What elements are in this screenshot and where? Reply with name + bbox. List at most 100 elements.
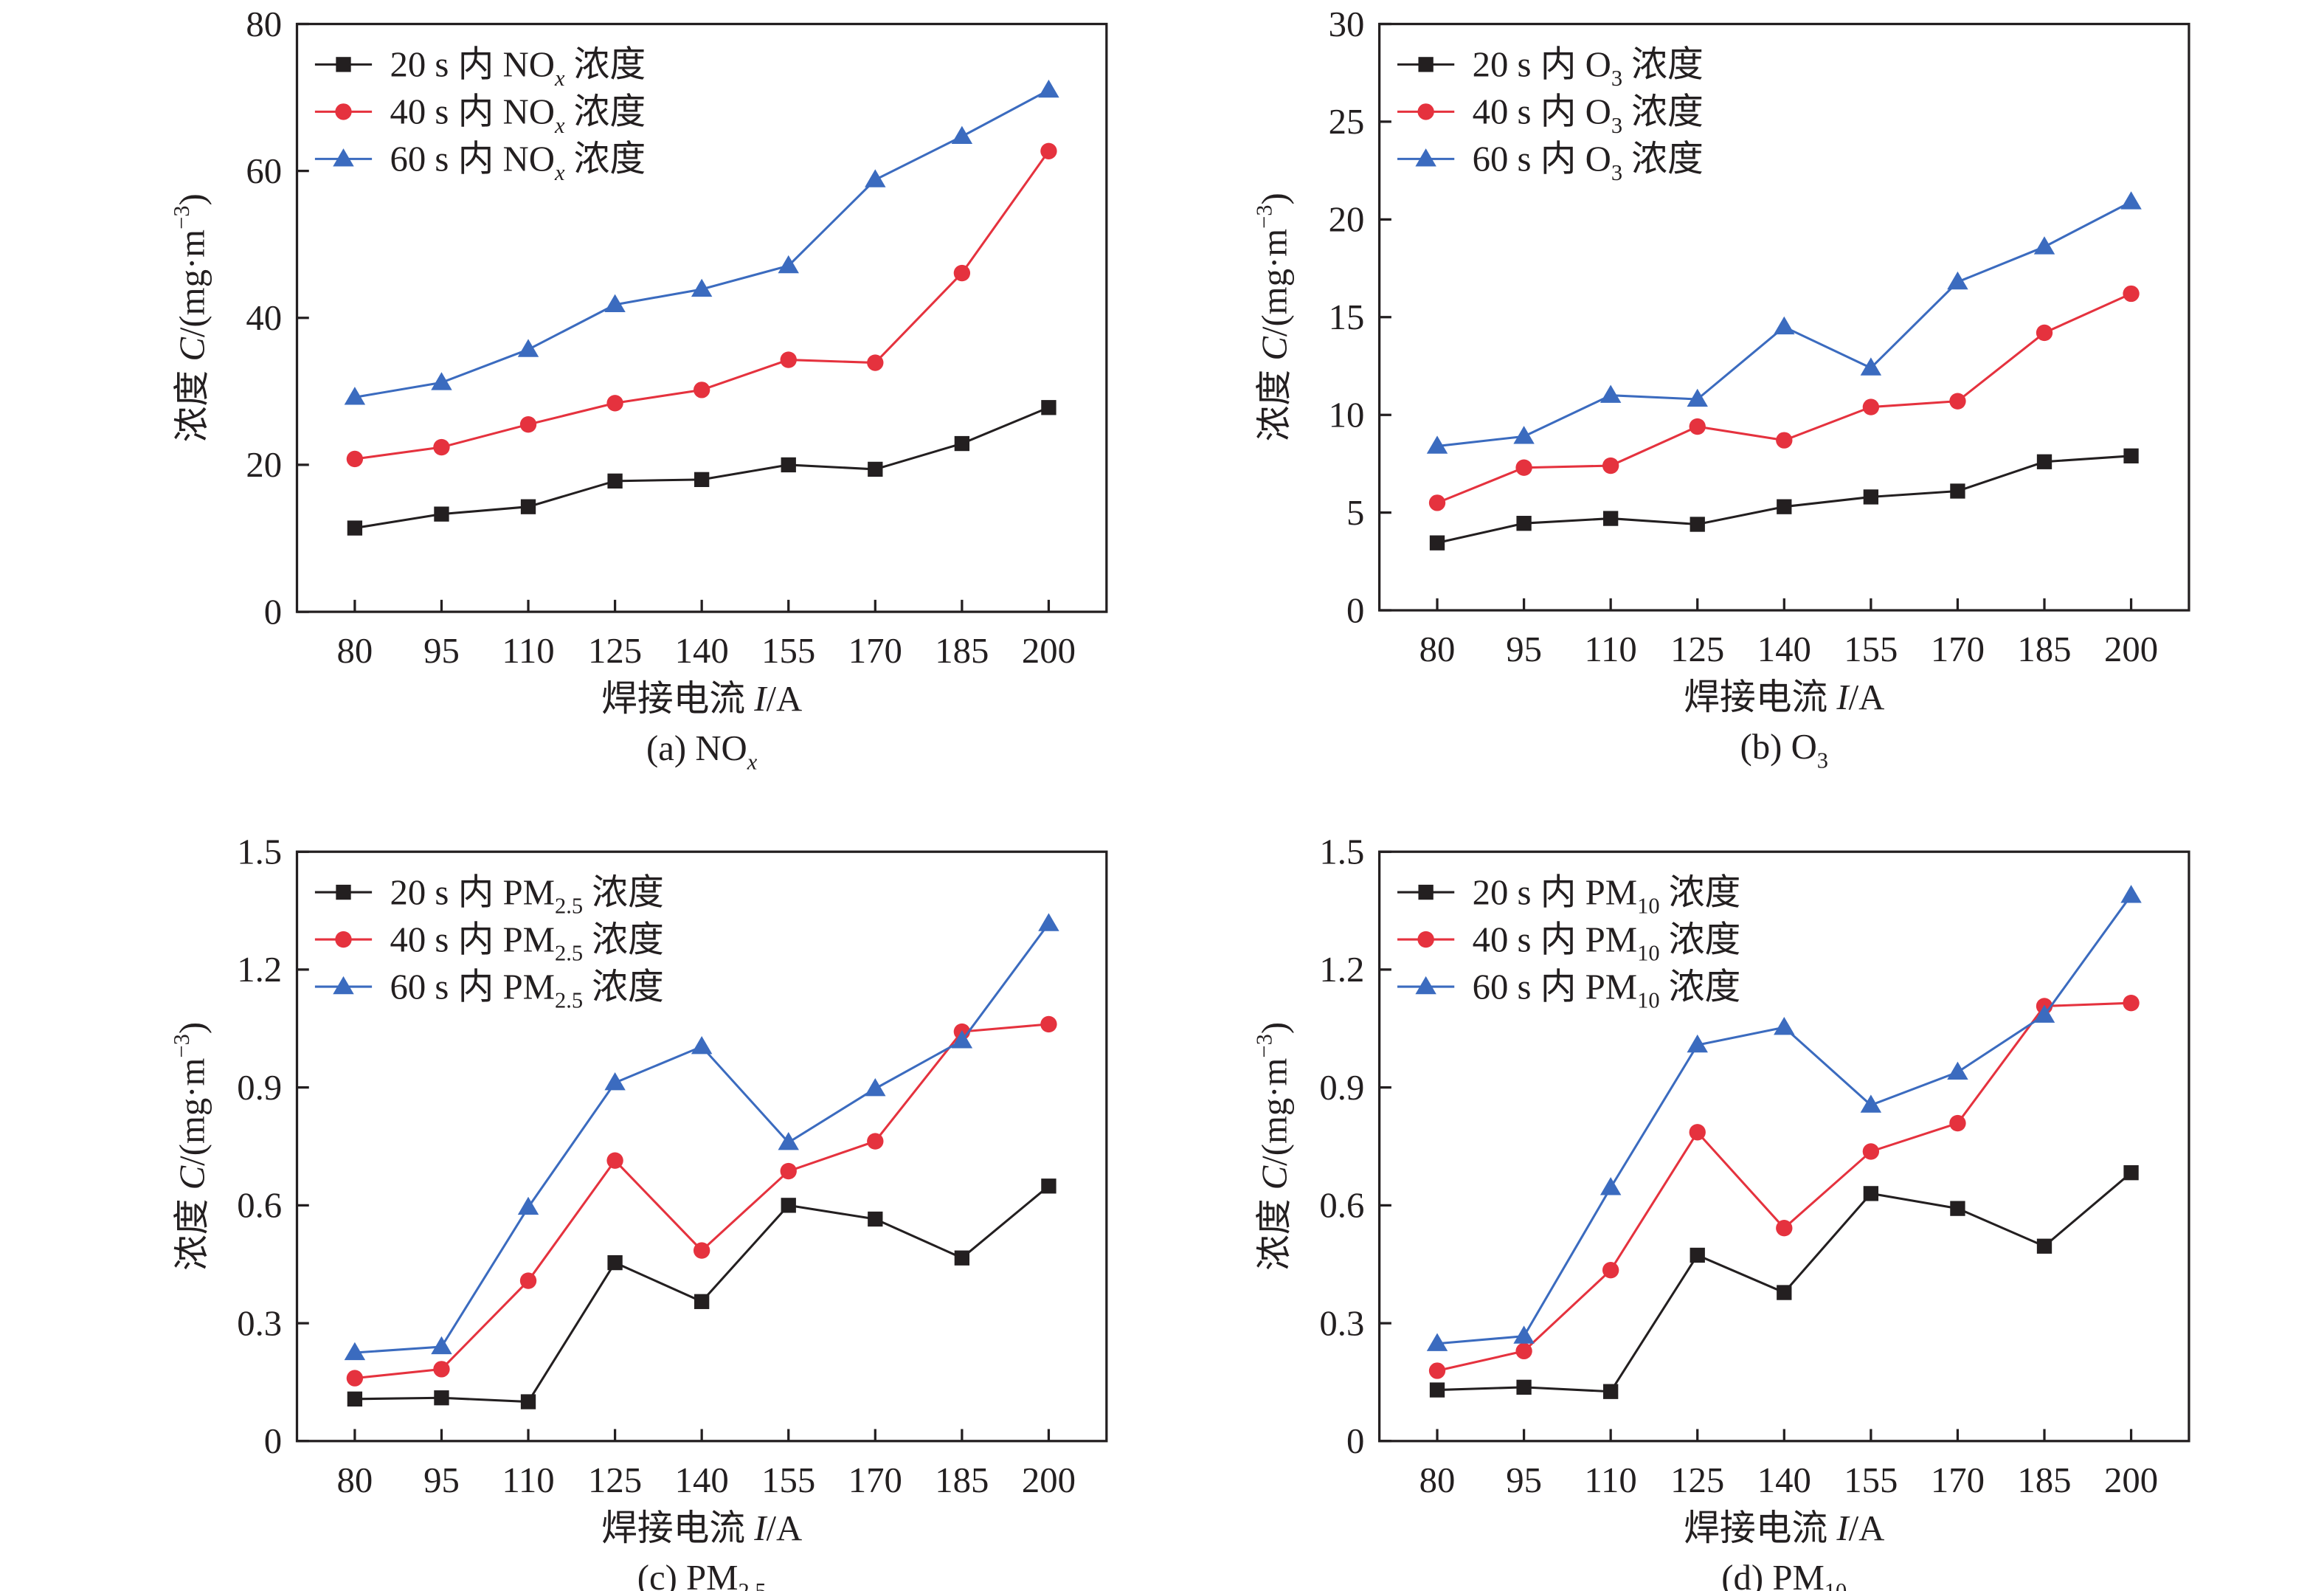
text-span: 40 s 内 PM <box>390 919 555 959</box>
text-span: 浓度 <box>564 139 646 179</box>
data-point <box>693 382 710 398</box>
text-span: 浓度 <box>564 45 646 85</box>
data-point <box>433 438 450 456</box>
data-point <box>1515 459 1532 476</box>
legend-marker <box>1418 884 1434 900</box>
text-span: 浓度 <box>1622 92 1704 132</box>
data-point <box>1426 1333 1448 1351</box>
legend-label: 20 s 内 PM2.5 浓度 <box>390 872 663 918</box>
legend-marker <box>1417 931 1434 948</box>
x-tick-label: 110 <box>1584 1460 1636 1500</box>
data-point <box>1863 1186 1879 1201</box>
legend-entry-2: 40 s 内 O3 浓度 <box>1397 92 1704 138</box>
y-tick-label: 0.9 <box>237 1068 282 1108</box>
y-tick-label: 80 <box>246 4 282 44</box>
y-tick-label: 60 <box>246 151 282 191</box>
series-1 <box>347 1178 1056 1409</box>
y-axis-label: 浓度 C/(mg·m−3) <box>1251 193 1294 441</box>
data-point <box>2120 191 2142 210</box>
data-point <box>431 372 452 390</box>
text-span: 浓度 <box>1660 919 1741 959</box>
legend-subscript: x <box>554 113 565 138</box>
chart-panel-2: 0 5 10 15 20 25 30 80 95 110 125 140 155 170 185 200 焊接电… <box>1251 4 2190 773</box>
data-point <box>1947 271 1968 290</box>
data-point <box>2123 285 2140 303</box>
legend-subscript: 3 <box>1611 113 1622 138</box>
text-span: 20 s 内 PM <box>390 872 555 912</box>
text-span: 浓度 <box>1660 872 1741 912</box>
text-span: ) <box>1255 193 1295 204</box>
x-tick-label: 80 <box>1419 1460 1456 1500</box>
y-axis-label: 浓度 C/(mg·m−3) <box>169 1022 212 1271</box>
x-axis-label: 焊接电流 I/A <box>1684 1508 1884 1548</box>
legend-subscript: x <box>554 160 565 185</box>
x-tick-label: 80 <box>337 1460 373 1500</box>
data-point <box>781 1198 796 1213</box>
series-3 <box>344 913 1059 1361</box>
data-point <box>1516 516 1532 531</box>
text-span: ) <box>173 1022 212 1034</box>
data-point <box>347 1391 363 1407</box>
unit-superscript: −3 <box>1251 1034 1276 1057</box>
text-span: 浓度 <box>1255 361 1295 442</box>
data-point <box>865 169 886 187</box>
data-point <box>434 506 449 522</box>
y-axis-label: 浓度 C/(mg·m−3) <box>1251 1022 1294 1271</box>
data-point <box>1777 1285 1792 1300</box>
x-tick-label: 80 <box>337 631 373 671</box>
data-point <box>1949 1114 1966 1132</box>
data-point <box>1429 1382 1445 1398</box>
legend-marker <box>333 148 354 167</box>
series-2 <box>346 142 1057 468</box>
legend-label: 60 s 内 NOx 浓度 <box>390 139 646 185</box>
y-tick-label: 1.2 <box>237 950 282 990</box>
data-point <box>1774 1016 1795 1035</box>
y-tick-label: 20 <box>1329 200 1365 240</box>
text-span: 浓度 <box>1622 139 1704 179</box>
data-point <box>520 499 536 514</box>
legend-entry-1: 20 s 内 NOx 浓度 <box>314 45 646 91</box>
data-point <box>606 1152 623 1169</box>
legend-subscript: 10 <box>1637 988 1659 1013</box>
series-1 <box>1429 1165 2139 1399</box>
x-tick-label: 125 <box>1670 629 1724 669</box>
x-tick-label: 200 <box>2104 629 2158 669</box>
data-point <box>1687 388 1708 407</box>
text-span: 浓度 <box>583 919 664 959</box>
text-span: (b) O <box>1740 727 1817 767</box>
data-point <box>868 1211 883 1227</box>
legend-label: 20 s 内 O3 浓度 <box>1473 45 1704 91</box>
text-span: C <box>1255 337 1295 361</box>
y-tick-label: 25 <box>1329 102 1365 142</box>
legend-subscript: 2.5 <box>555 894 583 919</box>
text-span: 浓度 <box>173 1190 212 1271</box>
x-tick-label: 110 <box>502 1460 554 1500</box>
legend-marker <box>336 57 351 72</box>
data-point <box>434 1390 449 1406</box>
text-span: /A <box>766 1508 802 1548</box>
text-span: 20 s 内 NO <box>390 45 554 85</box>
data-point <box>1513 426 1535 444</box>
series-line <box>354 150 1050 460</box>
data-point <box>1863 489 1879 505</box>
text-span: I <box>1836 677 1850 717</box>
text-span: /(mg·m <box>173 1058 212 1166</box>
x-axis-label: 焊接电流 I/A <box>601 1508 802 1548</box>
x-tick-label: 140 <box>675 1460 729 1500</box>
x-tick-label: 170 <box>1931 1460 1985 1500</box>
x-tick-label: 95 <box>423 1460 460 1500</box>
chart-panel-3: 0 0.3 0.6 0.9 1.2 1.5 80 95 110 125 140 155 170 185 20… <box>169 832 1108 1591</box>
legend-entry-3: 60 s 内 O3 浓度 <box>1397 139 1704 185</box>
y-tick-label: 0 <box>1346 590 1364 630</box>
data-point <box>693 1242 710 1259</box>
y-tick-label: 10 <box>1329 395 1365 435</box>
legend-entry-1: 20 s 内 PM10 浓度 <box>1397 872 1741 919</box>
data-point <box>520 1394 536 1409</box>
data-point <box>1862 1143 1880 1160</box>
unit-superscript: −3 <box>169 1034 194 1057</box>
series-1 <box>347 400 1056 536</box>
data-point <box>1040 142 1057 159</box>
y-tick-label: 0.3 <box>237 1303 282 1343</box>
text-span: 浓度 <box>1660 967 1741 1007</box>
series-line <box>354 406 1050 530</box>
